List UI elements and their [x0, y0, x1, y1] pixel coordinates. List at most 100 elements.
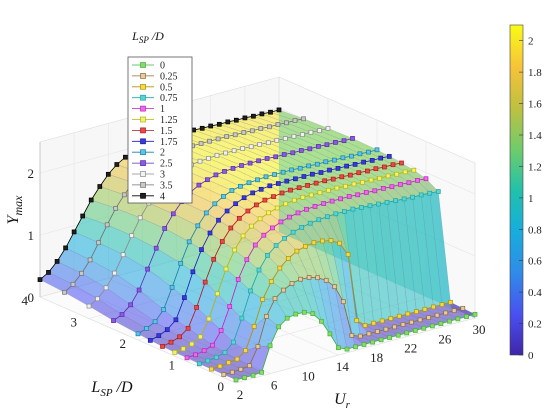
data-point [207, 230, 213, 236]
data-point [280, 169, 286, 175]
data-point [326, 187, 331, 193]
data-point [307, 220, 313, 226]
legend-entry: 3 [132, 170, 165, 181]
data-point [232, 247, 237, 253]
series-group [37, 107, 478, 383]
data-point [281, 152, 287, 157]
colorbar-tick-label: 0 [528, 350, 534, 362]
data-point [37, 277, 43, 282]
data-point [206, 155, 211, 161]
legend-label: 1 [160, 104, 165, 115]
data-point [334, 185, 340, 191]
data-point [426, 315, 431, 320]
data-point [178, 260, 184, 266]
data-point [255, 344, 261, 349]
data-point [443, 310, 449, 316]
surface-curtain [426, 178, 439, 302]
data-point [198, 334, 203, 340]
data-point [267, 183, 273, 189]
data-point [347, 172, 353, 178]
data-point [203, 210, 209, 216]
data-point [259, 369, 264, 375]
data-point [374, 147, 380, 153]
data-point [213, 354, 219, 360]
data-point [336, 345, 341, 351]
data-point [398, 182, 403, 187]
data-point [293, 311, 299, 317]
legend-label: 0.75 [160, 93, 178, 104]
data-point [261, 232, 267, 238]
legend-entry: 0.25 [132, 71, 178, 82]
data-point [194, 305, 199, 310]
data-point [160, 344, 165, 349]
data-point [262, 197, 268, 203]
data-point [186, 239, 192, 245]
data-point [123, 154, 128, 160]
data-point [180, 346, 186, 352]
data-point [217, 363, 223, 369]
data-point [330, 176, 336, 182]
data-point [219, 239, 225, 244]
data-point [328, 238, 334, 243]
data-point [361, 342, 367, 347]
series-0 [233, 309, 478, 383]
data-point [290, 229, 296, 235]
data-point [265, 252, 270, 258]
data-point [344, 346, 350, 352]
legend-entry: 2 [132, 148, 165, 159]
data-point [199, 125, 205, 131]
legend-entry: 1.5 [132, 126, 173, 137]
data-point [395, 332, 401, 338]
data-point [86, 303, 92, 309]
series-1-75 [147, 154, 392, 343]
data-point [406, 180, 412, 186]
z-axis-title: Ymax [5, 195, 25, 225]
data-point [177, 334, 182, 340]
data-point [306, 275, 312, 280]
data-point [323, 159, 329, 165]
data-point [317, 190, 323, 196]
data-point [195, 223, 201, 229]
data-point [363, 190, 369, 195]
data-point [375, 329, 380, 334]
data-point [357, 151, 363, 157]
surface-curtain [450, 302, 463, 313]
data-point [346, 194, 352, 199]
data-point [207, 138, 212, 144]
data-point [343, 183, 348, 189]
data-point [223, 266, 229, 272]
data-point [114, 162, 120, 167]
data-point [249, 223, 254, 229]
legend-label: 0 [160, 61, 165, 72]
data-point [156, 333, 162, 338]
legend-label: 1.5 [160, 126, 173, 137]
data-point [211, 256, 217, 262]
data-point [367, 203, 373, 209]
data-point [356, 170, 362, 176]
data-point [238, 366, 244, 372]
data-point [301, 116, 306, 122]
data-point [232, 132, 238, 138]
data-point [448, 299, 453, 305]
legend-title: LSP /D [131, 29, 164, 45]
colorbar-tick-label: 1.6 [528, 99, 542, 111]
data-point [357, 333, 363, 339]
data-point [427, 190, 433, 196]
data-point [273, 154, 279, 160]
data-point [182, 295, 187, 300]
data-point [287, 214, 292, 220]
data-point [322, 178, 328, 184]
data-point [324, 142, 330, 148]
data-point [290, 150, 296, 156]
data-point [297, 165, 303, 171]
data-point [389, 184, 395, 190]
data-point [434, 312, 440, 318]
surface-curtain [438, 191, 451, 308]
data-point [282, 136, 288, 141]
data-point [429, 323, 435, 329]
data-point [215, 291, 220, 297]
data-point [321, 201, 326, 206]
data-point [267, 124, 272, 130]
data-point [349, 333, 355, 338]
